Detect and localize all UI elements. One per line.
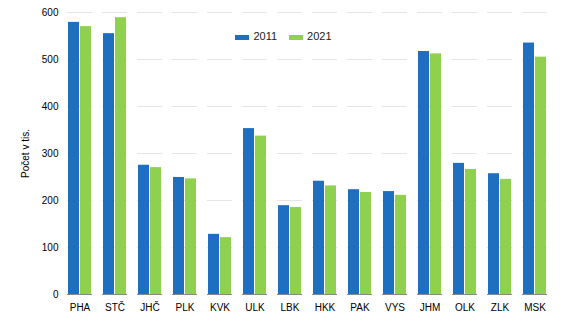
svg-text:OLK: OLK bbox=[455, 302, 475, 313]
svg-text:STČ: STČ bbox=[105, 301, 125, 313]
svg-text:PLK: PLK bbox=[176, 302, 195, 313]
svg-text:JHM: JHM bbox=[420, 302, 441, 313]
svg-text:PAK: PAK bbox=[350, 302, 370, 313]
svg-text:VYS: VYS bbox=[385, 302, 405, 313]
svg-text:KVK: KVK bbox=[210, 302, 230, 313]
svg-text:500: 500 bbox=[42, 54, 59, 65]
svg-text:PHA: PHA bbox=[70, 302, 91, 313]
html-text:2021: 2021 bbox=[307, 30, 332, 42]
svg-text:ULK: ULK bbox=[245, 302, 265, 313]
svg-text:Počet v tis.: Počet v tis. bbox=[20, 129, 31, 178]
svg-text:600: 600 bbox=[42, 7, 59, 18]
svg-text:HKK: HKK bbox=[315, 302, 336, 313]
html-text:2011: 2011 bbox=[253, 30, 278, 42]
svg-text:100: 100 bbox=[42, 242, 59, 253]
svg-text:0: 0 bbox=[53, 289, 59, 300]
svg-text:MSK: MSK bbox=[524, 302, 546, 313]
svg-text:ZLK: ZLK bbox=[491, 302, 510, 313]
svg-text:300: 300 bbox=[42, 148, 59, 159]
svg-text:LBK: LBK bbox=[281, 302, 300, 313]
svg-text:200: 200 bbox=[42, 195, 59, 206]
svg-text:JHČ: JHČ bbox=[140, 301, 159, 313]
svg-text:400: 400 bbox=[42, 101, 59, 112]
